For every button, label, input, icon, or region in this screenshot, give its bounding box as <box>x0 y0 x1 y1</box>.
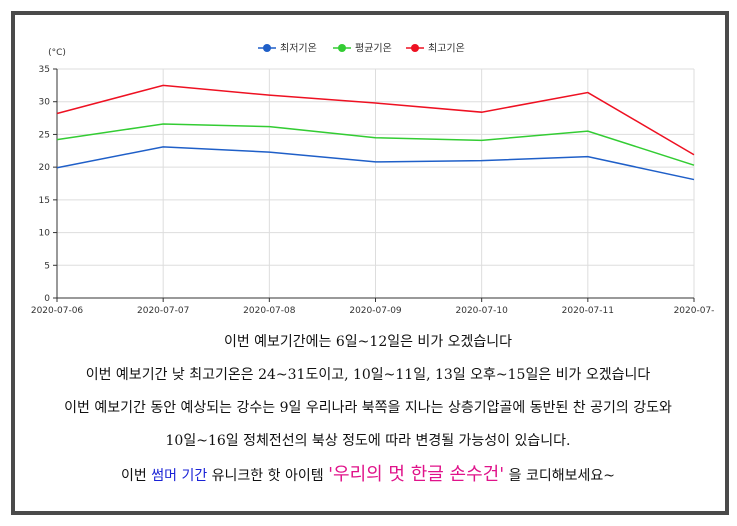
series-line <box>56 84 695 156</box>
y-tick-label: 10 <box>39 229 51 239</box>
legend-label: 최저기온 <box>280 43 317 55</box>
x-tick-label: 2020-07-11 <box>562 306 614 316</box>
legend-swatch-dot <box>263 44 271 52</box>
forecast-line-3: 이번 예보기간 동안 예상되는 강수는 9일 우리나라 북쪽을 지나는 상층기압… <box>64 400 672 416</box>
temperature-chart: 0 5 10 15 20 25 30 35 2020-07-06 2020-07-07 2020-0… <box>31 43 715 317</box>
legend-swatch-dot <box>411 44 419 52</box>
series-line <box>56 123 695 166</box>
chart-svg: 0 5 10 15 20 25 30 35 2020-07-06 2020-07-07 2020-0… <box>31 43 715 317</box>
y-tick-label: 20 <box>39 163 51 173</box>
forecast-text: 이번 예보기간에는 6일~12일은 비가 오겠습니다 이번 예보기간 낮 최고기… <box>15 326 721 491</box>
legend-swatch-dot <box>338 44 346 52</box>
x-tick-label: 2020-07-10 <box>456 306 509 316</box>
series-line <box>56 146 695 181</box>
x-tick-label: 2020-07-07 <box>137 306 189 316</box>
forecast-line-4: 10일~16일 정체전선의 북상 정도에 따라 변경될 가능성이 있습니다. <box>165 433 571 449</box>
y-tick-label: 15 <box>39 196 50 206</box>
promo-highlight-period: 썸머 기간 <box>151 468 208 484</box>
legend-label: 최고기온 <box>428 43 465 55</box>
y-tick-label: 5 <box>44 261 50 271</box>
x-tick-label: 2020-07- <box>674 306 715 316</box>
y-tick-label: 35 <box>39 65 50 75</box>
promo-text-e: 을 코디해보세요~ <box>504 468 615 484</box>
forecast-line-2: 이번 예보기간 낮 최고기온은 24~31도이고, 10일~11일, 13일 오… <box>85 367 651 383</box>
x-tick-label: 2020-07-09 <box>349 306 402 316</box>
y-unit-label: (°C) <box>48 48 66 58</box>
y-tick-label: 30 <box>39 98 51 108</box>
forecast-line-1: 이번 예보기간에는 6일~12일은 비가 오겠습니다 <box>223 334 513 350</box>
promo-text-c: 유니크한 핫 아이템 <box>207 468 329 484</box>
promo-highlight-product: '우리의 멋 한글 손수건' <box>328 464 505 485</box>
promo-line: 이번 썸머 기간 유니크한 핫 아이템 '우리의 멋 한글 손수건' 을 코디해… <box>15 458 721 491</box>
x-tick-label: 2020-07-06 <box>31 306 84 316</box>
x-tick-label: 2020-07-08 <box>243 306 296 316</box>
promo-text-a: 이번 <box>121 468 152 484</box>
y-tick-label: 25 <box>39 130 50 140</box>
legend-label: 평균기온 <box>355 43 392 55</box>
y-tick-label: 0 <box>44 294 50 304</box>
poster-frame <box>11 11 729 515</box>
